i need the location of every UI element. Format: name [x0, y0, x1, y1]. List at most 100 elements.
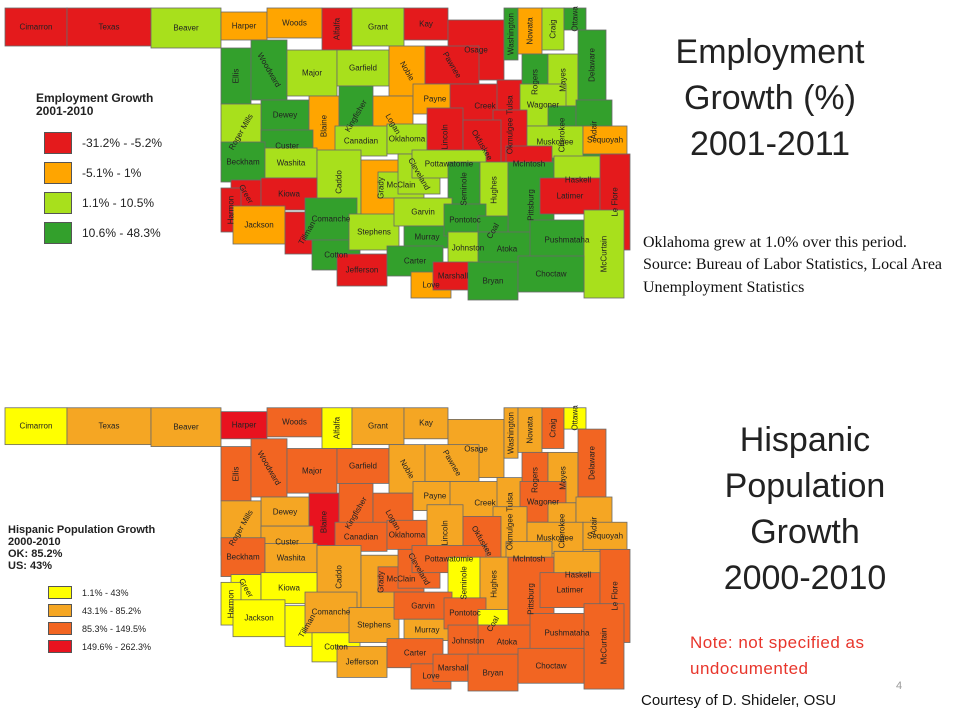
county-ottawa	[563, 407, 587, 430]
county-marshall	[432, 261, 474, 291]
legend-label: -31.2% - -5.2%	[82, 136, 163, 151]
county-jackson	[232, 205, 286, 245]
county-comanche	[304, 591, 358, 634]
county-latimer	[539, 177, 601, 215]
hispanic-legend-item: 43.1% - 85.2%	[8, 604, 155, 618]
legend-label: 1.1% - 43%	[82, 587, 129, 598]
legend-swatch	[48, 586, 72, 600]
hispanic-legend-title: Hispanic Population Growth 2000-2010 OK:…	[8, 524, 155, 572]
employment-legend-title: Employment Growth 2001-2010	[36, 91, 162, 118]
hispanic-title: Hispanic Population Growth 2000-2010	[690, 418, 920, 602]
county-sequoyah	[582, 521, 628, 550]
county-nowata	[517, 407, 543, 453]
county-beaver	[150, 7, 222, 49]
hispanic-growth-map: Cimarron Texas Beaver Harper Woods Alfalfa Gra…	[0, 400, 640, 720]
undocumented-note: Note: not specified as undocumented	[690, 630, 930, 681]
county-grant	[351, 7, 405, 47]
employment-legend-item: 10.6% - 48.3%	[36, 222, 162, 245]
county-kay	[403, 7, 449, 41]
employment-legend-item: -31.2% - -5.2%	[36, 132, 163, 155]
county-beckham	[220, 141, 266, 183]
hispanic-legend-item: 1.1% - 43%	[8, 586, 155, 600]
employment-legend-item: -5.1% - 1%	[36, 162, 162, 185]
county-jackson	[232, 599, 286, 638]
county-kay	[403, 407, 449, 440]
county-woods	[266, 407, 323, 438]
county-ellis	[220, 446, 252, 502]
county-garfield	[336, 49, 390, 87]
county-texas	[66, 7, 152, 47]
employment-legend-title-line-1: Employment Growth	[36, 91, 154, 105]
county-bryan	[467, 653, 519, 692]
hispanic-title-line: Population	[724, 466, 886, 505]
county-beaver	[150, 407, 222, 447]
county-cimarron	[4, 407, 68, 446]
county-garvin	[393, 197, 453, 227]
county-nowata	[517, 7, 543, 55]
county-mccurtain	[583, 209, 625, 299]
county-alfalfa	[321, 407, 353, 449]
county-sequoyah	[582, 125, 628, 155]
employment-title-line: Growth (%)	[684, 78, 856, 117]
county-pawnee	[424, 444, 480, 482]
hispanic-legend-title-line-2: 2000-2010	[8, 536, 61, 549]
hispanic-legend-title-line-1: Hispanic Population Growth	[8, 524, 156, 536]
hispanic-title-line: Growth	[750, 512, 860, 551]
county-comanche	[304, 197, 358, 241]
legend-label: -5.1% - 1%	[82, 166, 142, 181]
hispanic-map-svg	[4, 407, 631, 692]
county-dewey	[260, 99, 310, 131]
legend-swatch	[44, 222, 72, 245]
county-murray	[403, 618, 451, 641]
county-woodward	[250, 39, 288, 101]
county-choctaw	[517, 255, 585, 293]
hispanic-title-line: 2000-2010	[723, 558, 887, 597]
county-ellis	[220, 47, 252, 105]
county-marshall	[432, 653, 474, 682]
county-pawnee	[424, 45, 480, 85]
legend-swatch	[44, 192, 72, 215]
employment-title: Employment Growth (%) 2001-2011	[645, 30, 895, 168]
hispanic-legend-item: 85.3% - 149.5%	[8, 622, 155, 636]
county-texas	[66, 407, 152, 446]
undocumented-note-line: undocumented	[690, 658, 809, 678]
employment-title-line: 2001-2011	[689, 124, 851, 163]
county-murray	[403, 225, 451, 249]
legend-swatch	[48, 604, 72, 618]
county-beckham	[220, 537, 266, 577]
undocumented-note-line: Note: not specified as	[690, 633, 865, 652]
county-jefferson	[336, 645, 388, 678]
employment-growth-map: Cimarron Texas Beaver Harper Woods Alfalfa Gra…	[0, 0, 640, 330]
county-cimarron	[4, 7, 68, 47]
county-stephens	[348, 213, 400, 251]
legend-swatch	[48, 622, 72, 636]
county-harper	[220, 11, 268, 41]
hispanic-legend-title-line-4: US: 43%	[8, 560, 53, 573]
county-bryan	[467, 261, 519, 301]
county-delaware	[577, 29, 607, 101]
legend-swatch	[48, 640, 72, 654]
county-latimer	[539, 572, 601, 608]
employment-legend-item: 1.1% - 10.5%	[36, 192, 162, 215]
hispanic-legend: Hispanic Population Growth 2000-2010 OK:…	[8, 524, 155, 654]
employment-source-note: Oklahoma grew at 1.0% over this period. …	[643, 234, 943, 296]
county-ottawa	[563, 7, 587, 31]
county-delaware	[577, 428, 607, 498]
hispanic-legend-title-line-3: OK: 85.2%	[8, 548, 63, 561]
hispanic-legend-item: 149.6% - 262.3%	[8, 640, 155, 654]
county-mccurtain	[583, 603, 625, 690]
hispanic-title-line: Hispanic	[739, 421, 871, 459]
county-craig	[541, 7, 565, 51]
county-craig	[541, 407, 565, 449]
legend-label: 149.6% - 262.3%	[82, 641, 152, 652]
county-blaine	[308, 492, 340, 552]
legend-swatch	[44, 162, 72, 185]
county-blaine	[308, 95, 340, 157]
county-garvin	[393, 591, 453, 620]
employment-title-line: Employment	[675, 33, 865, 71]
county-garfield	[336, 448, 390, 484]
county-washington	[503, 407, 519, 459]
county-washington	[503, 7, 519, 61]
legend-label: 43.1% - 85.2%	[82, 605, 142, 616]
legend-label: 1.1% - 10.5%	[82, 196, 155, 211]
